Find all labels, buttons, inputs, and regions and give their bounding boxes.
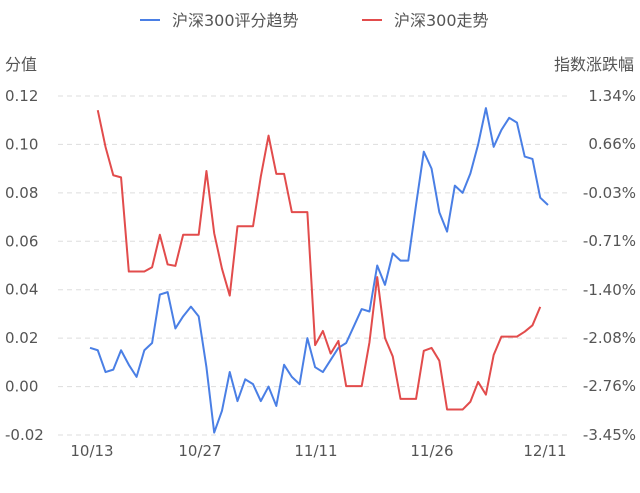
x-tick-label: 12/11 <box>523 442 566 460</box>
series-line-2 <box>96 109 542 411</box>
series-lines <box>89 107 549 434</box>
right-axis-ticks: 1.34% 0.66% -0.03% -0.71% -1.40% -2.08% -2.76%… <box>583 87 636 444</box>
right-tick-label: 0.66% <box>588 135 636 153</box>
left-tick-label: -0.02 <box>5 426 44 444</box>
left-tick-label: 0.10 <box>5 135 38 153</box>
right-tick-label: -2.76% <box>583 377 636 395</box>
x-axis-ticks: 10/13 10/27 11/11 11/26 12/11 <box>70 442 566 460</box>
right-tick-label: -0.03% <box>583 184 636 202</box>
right-tick-label: -0.71% <box>583 232 636 250</box>
right-axis-title: 指数涨跌幅 <box>554 55 634 74</box>
left-tick-label: 0.04 <box>5 281 38 299</box>
legend-label-2: 沪深300走势 <box>394 11 489 30</box>
x-tick-label: 11/26 <box>410 442 453 460</box>
right-tick-label: -2.08% <box>583 329 636 347</box>
right-tick-label: -1.40% <box>583 281 636 299</box>
gridlines <box>58 95 570 436</box>
x-tick-label: 11/11 <box>294 442 337 460</box>
right-tick-label: 1.34% <box>588 87 636 105</box>
x-tick-label: 10/27 <box>178 442 221 460</box>
x-tick-label: 10/13 <box>70 442 113 460</box>
left-axis-title: 分值 <box>5 55 37 74</box>
left-tick-label: 0.08 <box>5 184 38 202</box>
legend: 沪深300评分趋势 沪深300走势 <box>140 11 489 30</box>
left-tick-label: 0.06 <box>5 232 38 250</box>
left-tick-label: 0.12 <box>5 87 38 105</box>
legend-label-1: 沪深300评分趋势 <box>172 11 299 30</box>
left-axis-ticks: 0.12 0.10 0.08 0.06 0.04 0.02 0.00 -0.02 <box>5 87 44 444</box>
left-tick-label: 0.02 <box>5 329 38 347</box>
left-tick-label: 0.00 <box>5 378 38 396</box>
series-line-1 <box>89 107 549 434</box>
right-tick-label: -3.45% <box>583 426 636 444</box>
